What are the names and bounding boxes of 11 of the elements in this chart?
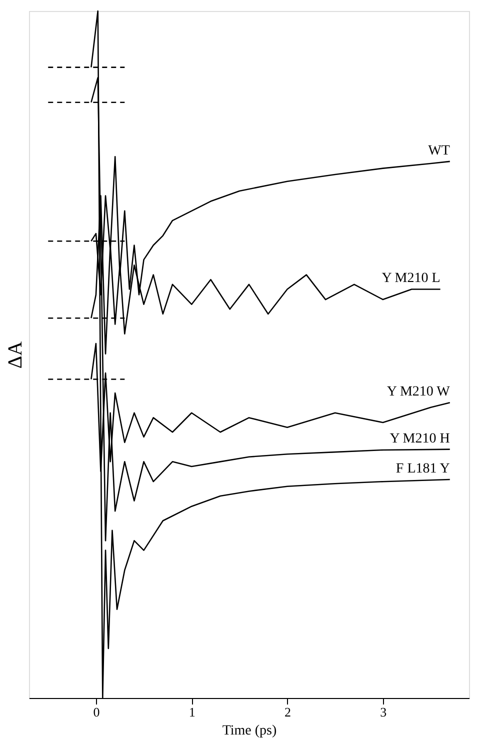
x-tick-label: 1 xyxy=(188,704,196,720)
x-axis-title: Time (ps) xyxy=(222,724,277,738)
series-label: Y M210 W xyxy=(386,384,451,400)
series-label: WT xyxy=(428,143,450,158)
x-tick-label: 3 xyxy=(380,704,387,720)
y-axis-title: ΔA xyxy=(4,340,26,369)
series-label: Y M210 L xyxy=(382,271,440,286)
series-label: F L181 Y xyxy=(396,462,450,477)
series-label: Y M210 H xyxy=(390,431,450,446)
x-tick-label: 0 xyxy=(93,704,100,720)
x-tick-label: 2 xyxy=(284,704,292,720)
